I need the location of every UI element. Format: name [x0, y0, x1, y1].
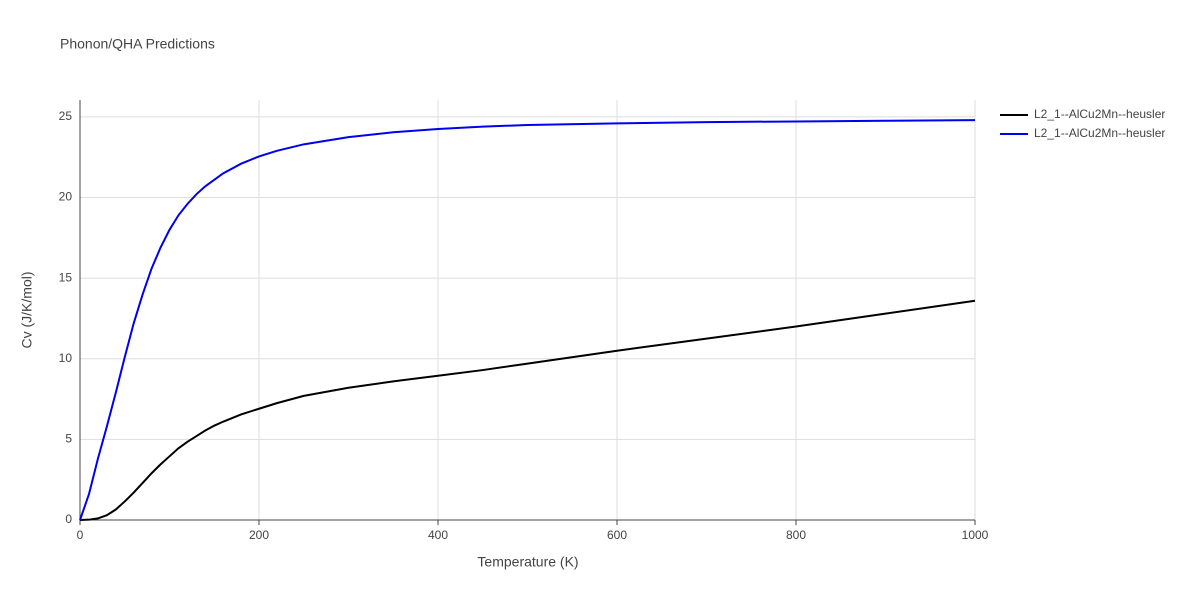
chart-title: Phonon/QHA Predictions — [60, 36, 215, 52]
y-tick-label: 20 — [59, 190, 73, 204]
x-tick-label: 600 — [607, 528, 627, 542]
x-axis-label: Temperature (K) — [477, 554, 578, 570]
y-tick-label: 15 — [59, 270, 73, 284]
series-line — [79, 299, 976, 521]
y-axis-label: Cv (J/K/mol) — [19, 272, 35, 349]
x-tick-label: 0 — [77, 528, 84, 542]
series-line — [79, 119, 976, 521]
x-tick-label: 400 — [428, 528, 448, 542]
x-tick-label: 1000 — [962, 528, 989, 542]
y-tick-label: 25 — [59, 109, 73, 123]
y-tick-label: 5 — [65, 432, 72, 446]
x-tick-label: 200 — [249, 528, 269, 542]
legend-label: L2_1--AlCu2Mn--heusler — [1034, 107, 1165, 121]
legend-label: L2_1--AlCu2Mn--heusler — [1034, 126, 1165, 140]
y-tick-label: 10 — [59, 351, 73, 365]
y-tick-label: 0 — [65, 512, 72, 526]
x-tick-label: 800 — [786, 528, 806, 542]
